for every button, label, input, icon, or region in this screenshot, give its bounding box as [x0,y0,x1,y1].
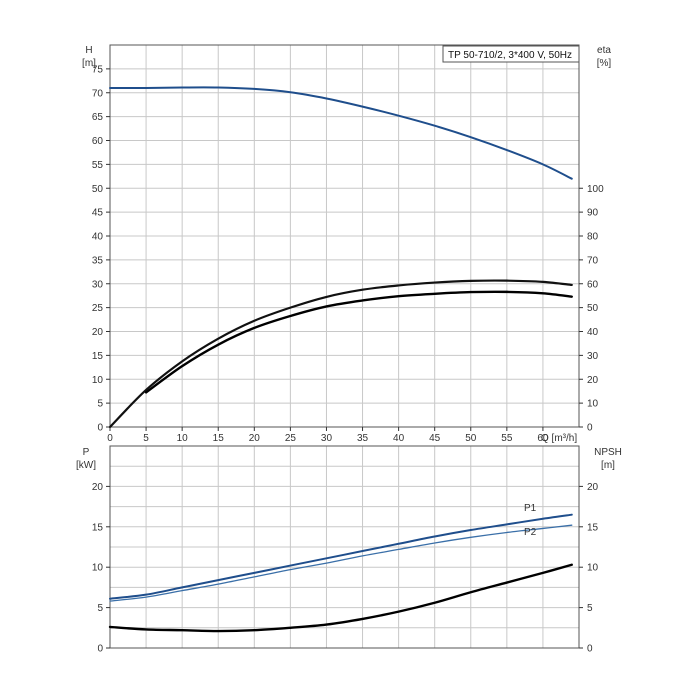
top-left-tick-label: 60 [92,136,104,147]
top-right-tick-label: 100 [587,184,604,195]
bottom-right-tick-label: 10 [587,563,599,574]
top-x-tick-label: 5 [143,433,149,444]
top-left-tick-label: 35 [92,255,104,266]
top-left-tick-label: 55 [92,160,104,171]
bottom-left-ylabel-symbol: P [83,447,90,458]
top-left-tick-label: 40 [92,232,104,243]
top-x-tick-label: 35 [357,433,369,444]
top-left-tick-label: 70 [92,88,104,99]
bottom-series-line-p2 [109,524,573,602]
bottom-right-tick-label: 0 [587,644,593,655]
top-x-tick-label: 0 [107,433,113,444]
top-right-ylabel-symbol: eta [597,45,611,56]
bottom-left-tick-label: 10 [92,563,104,574]
top-series-line-0 [109,86,573,180]
top-right-ylabel-unit: [%] [597,58,612,69]
bottom-right-tick-label: 15 [587,522,599,533]
top-right-tick-label: 60 [587,279,599,290]
bottom-right-tick-label: 20 [587,482,599,493]
top-right-tick-label: 70 [587,255,599,266]
top-x-tick-label: 10 [177,433,189,444]
bottom-left-tick-label: 0 [97,644,103,655]
legend-label-p1: P1 [524,503,537,514]
top-left-tick-label: 65 [92,112,104,123]
top-x-tick-label: 25 [285,433,297,444]
bottom-left-ylabel-unit: [kW] [76,460,96,471]
top-left-tick-label: 25 [92,303,104,314]
bottom-right-ylabel-symbol: NPSH [594,447,622,458]
top-x-tick-label: 50 [465,433,477,444]
top-left-tick-label: 30 [92,279,104,290]
legend-label-p2: P2 [524,527,537,538]
grid-layer [110,45,579,648]
top-right-tick-label: 30 [587,351,599,362]
top-left-ylabel-unit: [m] [82,58,96,69]
x-axis-label: Q [m³/h] [541,433,577,444]
chart-title: TP 50-710/2, 3*400 V, 50Hz [448,50,572,61]
top-x-tick-label: 45 [429,433,441,444]
bottom-series-line-p1 [109,513,573,600]
bottom-plot-frame [109,445,580,649]
top-left-tick-label: 5 [97,399,103,410]
bottom-left-tick-label: 5 [97,603,103,614]
top-x-tick-label: 30 [321,433,333,444]
tick-layer: 0510152025303540455055606570750102030405… [92,64,604,654]
top-right-tick-label: 90 [587,208,599,219]
frame-layer [109,44,580,649]
top-series-line-2 [144,290,573,394]
bottom-left-tick-label: 20 [92,482,104,493]
label-layer: TP 50-710/2, 3*400 V, 50Hz H [m] eta [%]… [76,45,622,538]
bottom-left-tick-label: 15 [92,522,104,533]
top-left-ylabel-symbol: H [85,45,92,56]
top-right-tick-label: 10 [587,399,599,410]
top-left-tick-label: 10 [92,375,104,386]
top-x-tick-label: 15 [213,433,225,444]
top-x-tick-label: 55 [501,433,513,444]
top-right-tick-label: 80 [587,232,599,243]
top-x-tick-label: 60 [537,433,549,444]
top-left-tick-label: 50 [92,184,104,195]
bottom-right-ylabel-unit: [m] [601,460,615,471]
top-series-line-1 [108,279,573,429]
top-left-tick-label: 20 [92,327,104,338]
top-left-tick-label: 75 [92,64,104,75]
top-left-tick-label: 15 [92,351,104,362]
top-right-tick-label: 40 [587,327,599,338]
top-x-tick-label: 40 [393,433,405,444]
top-right-tick-label: 20 [587,375,599,386]
series-layer [108,86,573,633]
top-right-tick-label: 50 [587,303,599,314]
top-left-tick-label: 0 [97,423,103,434]
top-left-tick-label: 45 [92,208,104,219]
title-box [442,45,580,63]
top-x-tick-label: 20 [249,433,261,444]
bottom-series-line-2 [108,563,573,633]
bottom-right-tick-label: 5 [587,603,593,614]
top-right-tick-label: 0 [587,423,593,434]
